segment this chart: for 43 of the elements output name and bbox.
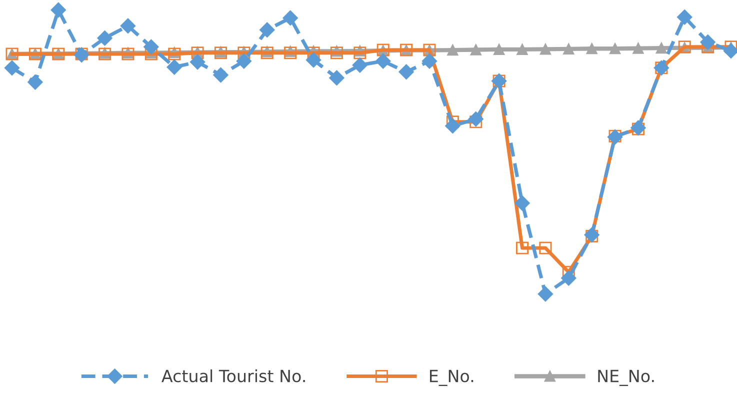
point [260, 22, 275, 38]
point [516, 242, 529, 254]
point [306, 52, 322, 68]
point [677, 10, 692, 25]
legend-label: E_No. [430, 370, 474, 386]
point [445, 118, 460, 134]
legend-label: NE_No. [598, 370, 654, 386]
point [561, 270, 576, 286]
point [632, 42, 644, 54]
point [422, 54, 438, 69]
point [120, 18, 136, 34]
point [538, 286, 554, 302]
point [470, 44, 482, 56]
point [514, 196, 530, 211]
point [166, 60, 182, 75]
point [470, 116, 482, 128]
point [282, 10, 298, 26]
point [28, 74, 43, 90]
point [190, 54, 206, 70]
point [354, 46, 366, 60]
point [468, 111, 484, 127]
point [700, 34, 716, 50]
point [329, 70, 344, 86]
point [563, 43, 574, 54]
point [398, 64, 414, 80]
point [97, 30, 112, 46]
point [586, 43, 598, 54]
point [236, 54, 252, 69]
point [609, 43, 621, 54]
legend-label: Actual Tourist No. [162, 369, 305, 382]
point [144, 39, 159, 54]
point [376, 54, 391, 69]
point [656, 42, 667, 54]
point [50, 2, 66, 18]
point [539, 242, 552, 254]
point [540, 44, 552, 55]
point [494, 44, 505, 56]
point [516, 44, 528, 56]
point [447, 44, 458, 56]
point [4, 60, 20, 76]
point [352, 58, 368, 73]
point [213, 67, 228, 83]
point [330, 46, 343, 60]
